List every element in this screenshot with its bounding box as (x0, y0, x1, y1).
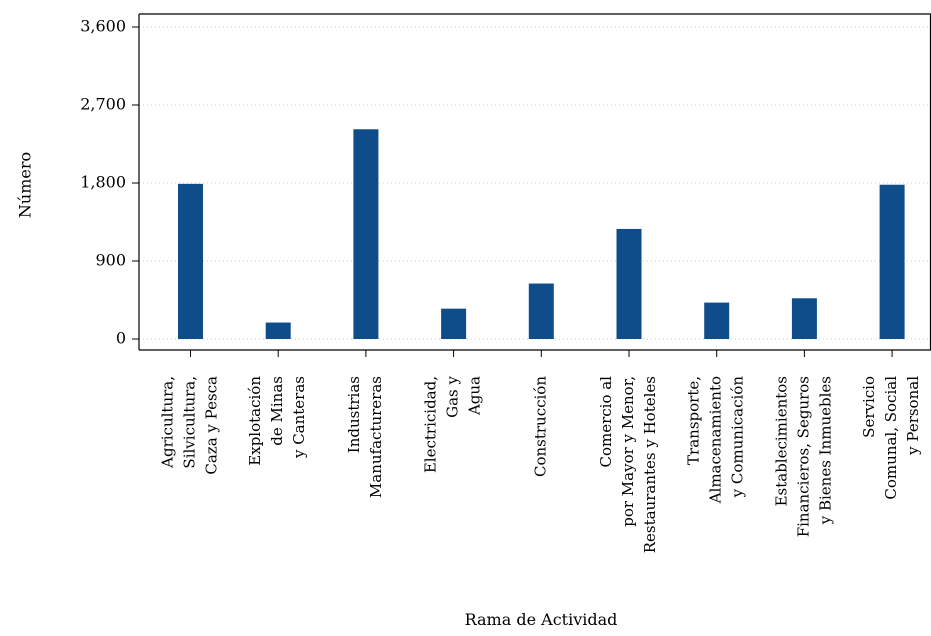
x-tick-label: Comercio al por Mayor y Menor, Restaurante… (597, 376, 659, 553)
x-tick-label-line: Industrias (345, 376, 363, 453)
x-tick-label-line: por Mayor y Menor, (619, 376, 637, 527)
x-tick-label: Industrias Manufactureras (345, 376, 385, 498)
x-axis-ticks: Agricultura, Silvicultura, Caza y Pesca Exp… (159, 350, 922, 553)
x-tick-label-line: y Canteras (290, 376, 308, 459)
x-tick-label-line: Agua (466, 376, 484, 416)
x-tick-label-line: Servicio (860, 376, 878, 438)
y-axis-title: Número (16, 152, 35, 218)
x-tick-label: Agricultura, Silvicultura, Caza y Pesca (159, 376, 221, 475)
x-tick-label: Servicio Comunal, Social y Personal (860, 376, 922, 500)
bar (353, 129, 379, 339)
y-axis-ticks: 0 900 1,800 2,700 3,600 (80, 17, 139, 348)
x-tick-label: Electricidad, Gas y Agua (422, 375, 484, 473)
x-tick-label-line: Explotación (246, 376, 264, 466)
x-tick-label: Construcción (531, 376, 549, 477)
bar (528, 283, 554, 339)
x-tick-label-line: Comunal, Social (882, 376, 900, 500)
bar (879, 184, 905, 339)
x-tick-label-line: Financieros, Seguros (794, 376, 812, 537)
y-tick-label: 900 (95, 251, 126, 270)
bars (178, 129, 905, 339)
x-tick-label-line: Establecimientos (772, 376, 790, 506)
bar (704, 302, 730, 339)
bar (441, 308, 467, 339)
y-tick-label: 0 (116, 329, 126, 348)
x-axis-title: Rama de Actividad (465, 610, 618, 629)
bar (616, 228, 642, 339)
x-tick-label-line: Manufactureras (367, 376, 385, 498)
x-tick-label-line: Comercio al (597, 376, 615, 468)
x-tick-label-line: Agricultura, (159, 376, 177, 469)
x-tick-label: Transporte, Almacenamiento y Comunicación (685, 376, 747, 505)
x-tick-label-line: y Comunicación (729, 376, 747, 499)
y-tick-label: 3,600 (80, 17, 126, 36)
x-tick-label-line: Electricidad, (422, 376, 440, 473)
x-tick-label-line: Caza y Pesca (203, 376, 221, 475)
bar (791, 298, 817, 339)
x-tick-label-line: y Bienes Inmuebles (816, 376, 834, 525)
x-tick-label-line: Gas y (444, 375, 462, 417)
x-tick-label: Explotación de Minas y Canteras (246, 376, 308, 466)
y-tick-label: 2,700 (80, 95, 126, 114)
x-tick-label-line: Transporte, (685, 376, 703, 465)
x-tick-label-line: Almacenamiento (707, 376, 725, 504)
x-tick-label: Establecimientos Financieros, Seguros y Bi… (772, 376, 834, 537)
x-tick-label-line: Silvicultura, (181, 376, 199, 469)
x-tick-label-line: Restaurantes y Hoteles (641, 376, 659, 553)
x-tick-label-line: de Minas (268, 376, 286, 446)
bar (265, 322, 291, 339)
y-tick-label: 1,800 (80, 173, 126, 192)
bar (178, 183, 203, 339)
x-tick-label-line: Construcción (531, 376, 549, 477)
x-tick-label-line: y Personal (904, 376, 922, 456)
